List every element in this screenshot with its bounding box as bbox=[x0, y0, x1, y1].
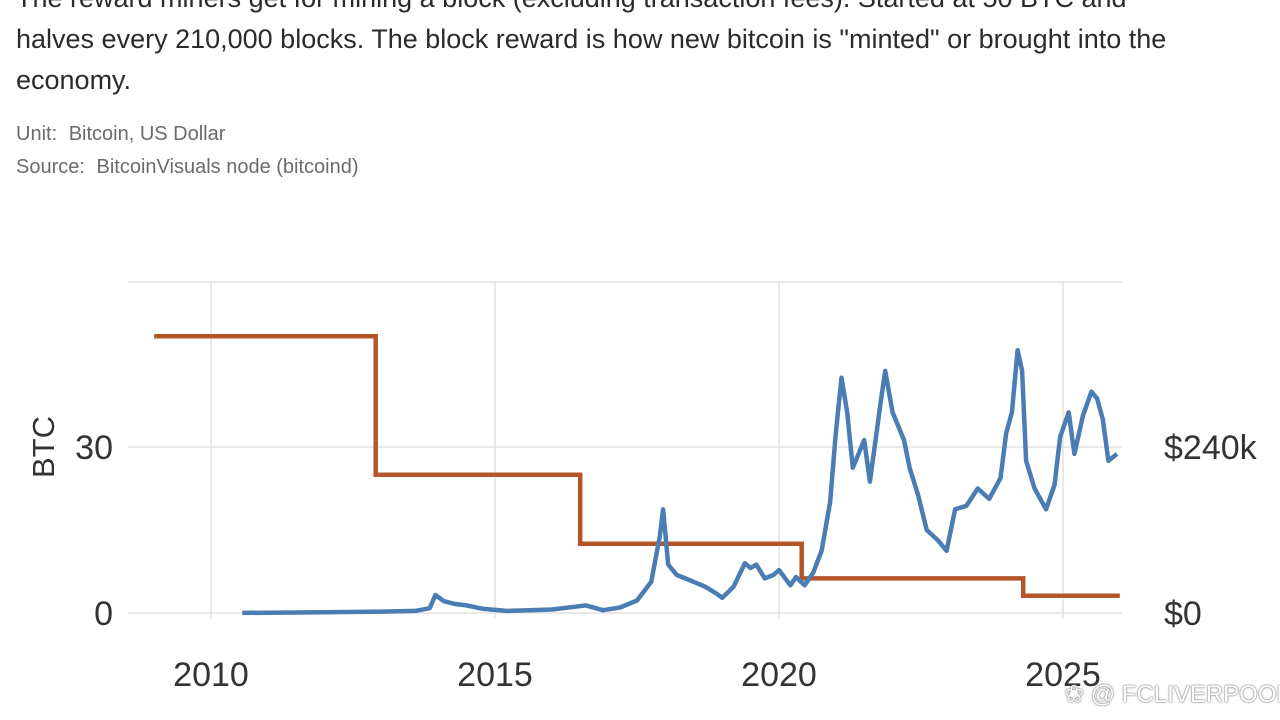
x-tick-label-2010: 2010 bbox=[173, 656, 249, 694]
source-line: Source: BitcoinVisuals node (bitcoind) bbox=[16, 151, 359, 184]
source-label: Source: bbox=[16, 156, 85, 178]
unit-value: Bitcoin, US Dollar bbox=[68, 123, 226, 145]
description-line-3: economy. bbox=[16, 65, 132, 95]
chart-meta: Unit: Bitcoin, US Dollar Source: Bitcoin… bbox=[16, 118, 359, 184]
y-right-tick-label-1: $240k bbox=[1164, 429, 1258, 467]
y-left-tick-label-1: 30 bbox=[75, 429, 113, 467]
description-line-2: halves every 210,000 blocks. The block r… bbox=[16, 24, 1167, 54]
y-left-tick-label-0: 0 bbox=[94, 595, 113, 633]
description-line-1: The reward miners get for mining a block… bbox=[16, 0, 1266, 19]
watermark: ❀ @ FCLIVERPOOL bbox=[1064, 681, 1280, 708]
unit-line: Unit: Bitcoin, US Dollar bbox=[16, 118, 359, 151]
block-reward-series-line bbox=[154, 334, 1120, 598]
x-tick-label-2015: 2015 bbox=[457, 656, 533, 694]
source-value: BitcoinVisuals node (bitcoind) bbox=[96, 156, 359, 178]
x-tick-label-2025: 2025 bbox=[1025, 656, 1101, 694]
unit-label: Unit: bbox=[16, 123, 58, 145]
x-tick-label-2020: 2020 bbox=[741, 656, 817, 694]
chart-description: The reward miners get for mining a block… bbox=[16, 0, 1266, 101]
y-axis-label: BTC bbox=[26, 416, 61, 478]
y-right-tick-label-0: $0 bbox=[1164, 595, 1202, 633]
price-series-line bbox=[242, 347, 1119, 616]
